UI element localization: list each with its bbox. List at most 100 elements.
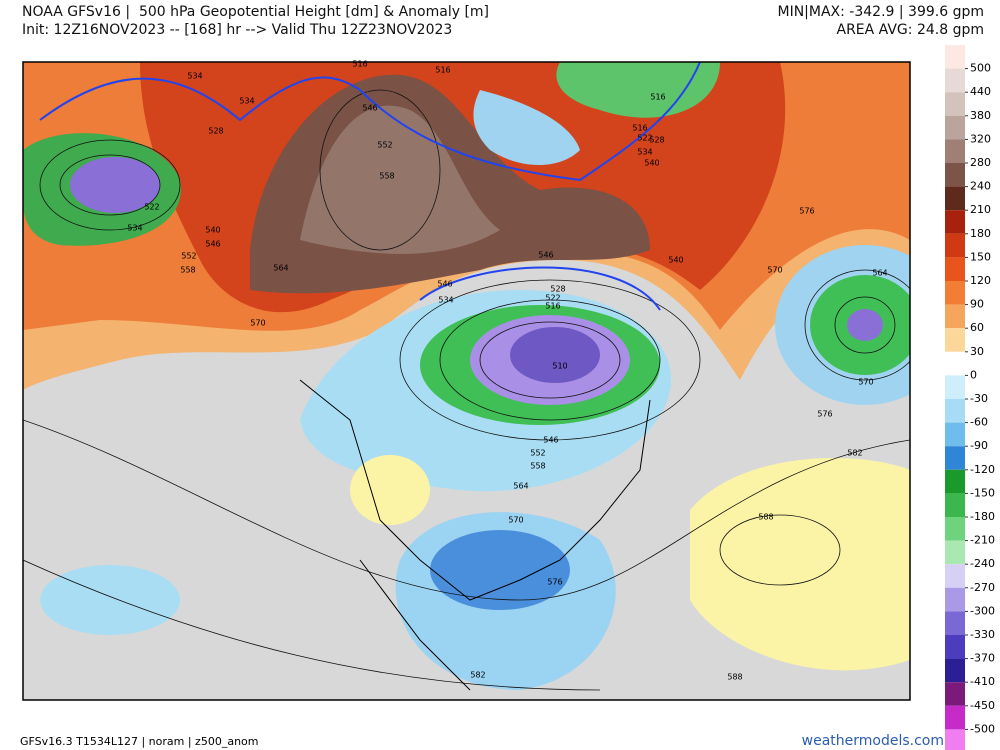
colorbar-swatch xyxy=(945,92,965,116)
colorbar-label: -90 xyxy=(970,439,988,452)
colorbar-swatch xyxy=(945,210,965,234)
colorbar-label: -180 xyxy=(970,510,995,523)
colorbar-swatch xyxy=(945,446,965,470)
colorbar-label: -210 xyxy=(970,534,995,547)
colorbar-label: 500 xyxy=(970,62,991,75)
colorbar-swatch xyxy=(945,517,965,541)
contour-label: 588 xyxy=(758,513,773,522)
colorbar-swatch xyxy=(945,493,965,517)
contour-label: 546 xyxy=(538,251,553,260)
colorbar-label: -270 xyxy=(970,581,995,594)
contour-label: 534 xyxy=(127,224,142,233)
contour-label: 528 xyxy=(649,136,664,145)
contour-label: 588 xyxy=(727,673,742,682)
colorbar-label: -330 xyxy=(970,628,995,641)
contour-label: 582 xyxy=(470,671,485,680)
colorbar-label: -410 xyxy=(970,675,995,688)
colorbar-label: -450 xyxy=(970,699,995,712)
anomaly-field xyxy=(23,62,910,700)
contour-label: 552 xyxy=(530,449,545,458)
contour-label: 534 xyxy=(438,296,453,305)
colorbar-swatch xyxy=(945,257,965,281)
colorbar-swatch xyxy=(945,68,965,93)
colorbar-swatch xyxy=(945,233,965,258)
contour-label: 576 xyxy=(547,578,562,587)
contour-label: 546 xyxy=(362,104,377,113)
contour-label: 534 xyxy=(239,97,254,106)
contour-label: 546 xyxy=(437,280,452,289)
colorbar-label: -60 xyxy=(970,416,988,429)
contour-label: 576 xyxy=(799,207,814,216)
contour-label: 552 xyxy=(181,252,196,261)
contour-label: 552 xyxy=(377,141,392,150)
colorbar-label: 280 xyxy=(970,156,991,169)
colorbar-label: 0 xyxy=(970,368,977,381)
colorbar-label: 60 xyxy=(970,321,984,334)
min-max: MIN|MAX: -342.9 | 399.6 gpm xyxy=(777,4,985,20)
init-time: Init: 12Z16NOV2023 -- [168] hr --> Valid… xyxy=(22,22,453,38)
colorbar-swatch xyxy=(945,682,965,706)
colorbar-label: 380 xyxy=(970,109,991,122)
colorbar-label: 240 xyxy=(970,180,991,193)
contour-label: 576 xyxy=(817,410,832,419)
colorbar-label: -240 xyxy=(970,557,995,570)
contour-label: 528 xyxy=(550,285,565,294)
colorbar-label: 440 xyxy=(970,85,991,98)
colorbar-swatch xyxy=(945,540,965,565)
contour-label: 546 xyxy=(205,240,220,249)
colorbar-swatch xyxy=(945,729,965,750)
colorbar-swatch xyxy=(945,304,965,329)
contour-label: 516 xyxy=(435,66,450,75)
contour-label: 510 xyxy=(552,362,567,371)
colorbar-swatch xyxy=(945,399,965,423)
contour-label: 522 xyxy=(144,203,159,212)
colorbar-swatch xyxy=(945,281,965,305)
colorbar-label: -370 xyxy=(970,652,995,665)
colorbar-swatch xyxy=(945,705,965,730)
colorbar-label: -300 xyxy=(970,604,995,617)
contour-label: 522 xyxy=(545,294,560,303)
colorbar-label: 150 xyxy=(970,250,991,263)
colorbar-label: 90 xyxy=(970,298,984,311)
colorbar-swatch xyxy=(945,658,965,683)
contour-label: 540 xyxy=(668,256,683,265)
contour-label: 570 xyxy=(508,516,523,525)
colorbar-swatch xyxy=(945,351,965,376)
contour-label: 534 xyxy=(187,72,202,81)
colorbar-label: -500 xyxy=(970,722,995,735)
colorbar-swatch xyxy=(945,611,965,635)
colorbar-swatch xyxy=(945,186,965,211)
contour-label: 564 xyxy=(513,482,528,491)
colorbar-swatch xyxy=(945,635,965,659)
colorbar-label: -120 xyxy=(970,463,995,476)
colorbar-label: 210 xyxy=(970,203,991,216)
contour-label: 528 xyxy=(208,127,223,136)
colorbar-swatch xyxy=(945,587,965,612)
colorbar-swatch xyxy=(945,139,965,163)
contour-label: 534 xyxy=(637,148,652,157)
colorbar-label: 180 xyxy=(970,227,991,240)
area-avg: AREA AVG: 24.8 gpm xyxy=(836,22,985,38)
colorbar-label: -30 xyxy=(970,392,988,405)
colorbar-label: 320 xyxy=(970,132,991,145)
contour-label: 570 xyxy=(858,378,873,387)
contour-label: 516 xyxy=(545,302,560,311)
contour-label: 516 xyxy=(632,124,647,133)
contour-label: 570 xyxy=(767,266,782,275)
contour-label: 522 xyxy=(637,134,652,143)
contour-label: 558 xyxy=(379,172,394,181)
contour-label: 540 xyxy=(644,159,659,168)
contour-label: 582 xyxy=(847,449,862,458)
colorbar-label: 120 xyxy=(970,274,991,287)
footer-left: GFSv16.3 T1534L127 | noram | z500_anom xyxy=(20,735,258,748)
contour-label: 516 xyxy=(650,93,665,102)
colorbar-swatch xyxy=(945,45,965,69)
colorbar-swatch xyxy=(945,375,965,399)
contour-label: 564 xyxy=(273,264,288,273)
contour-label: 558 xyxy=(530,462,545,471)
contour-label: 570 xyxy=(250,319,265,328)
footer-right: weathermodels.com xyxy=(802,733,944,749)
contour-label: 546 xyxy=(543,436,558,445)
